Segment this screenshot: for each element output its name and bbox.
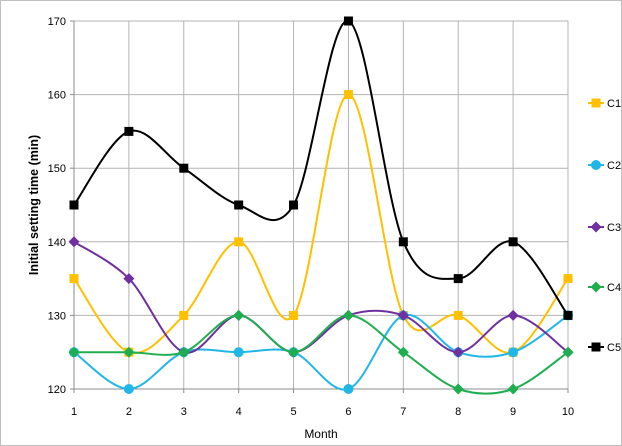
series-line-c1: [73, 93, 569, 355]
legend-label: C3: [607, 222, 621, 234]
data-point-c3: [507, 309, 519, 321]
gridlines: [73, 20, 569, 390]
data-point-c3: [123, 273, 135, 285]
data-point-c1: [179, 310, 189, 320]
data-point-c4: [288, 346, 300, 358]
data-point-c5: [398, 237, 408, 247]
legend-item-c3: C3: [588, 221, 621, 234]
data-point-c3: [68, 236, 80, 248]
legend-marker: [590, 281, 602, 293]
legend-label: C2: [607, 160, 621, 172]
data-point-c2: [343, 384, 354, 394]
legend-label: C5: [607, 342, 621, 354]
x-tick-label: 6: [345, 406, 351, 418]
legend-item-c2: C2: [588, 160, 621, 172]
x-tick-label: 2: [126, 406, 132, 418]
legend-marker: [590, 221, 602, 233]
data-point-c1: [289, 310, 299, 320]
data-point-c4: [562, 346, 574, 358]
data-point-c2: [508, 347, 519, 358]
x-axis-title: Month: [304, 427, 337, 441]
x-tick-label: 8: [455, 406, 461, 418]
series-c3: [68, 236, 574, 358]
y-tick-label: 170: [48, 16, 66, 28]
y-tick-label: 140: [48, 237, 66, 249]
x-tick-label: 3: [181, 406, 187, 418]
x-tick-label: 4: [236, 406, 242, 418]
y-tick-label: 160: [48, 90, 66, 102]
series-c1: [69, 90, 573, 357]
y-axis-title: Initial setting time (min): [27, 135, 41, 275]
legend-label: C4: [607, 282, 621, 294]
x-tick-label: 10: [562, 406, 574, 418]
data-point-c4: [68, 346, 80, 358]
data-point-c1: [563, 274, 573, 284]
data-point-c2: [123, 384, 134, 394]
data-point-c4: [507, 383, 519, 395]
data-point-c1: [69, 274, 79, 284]
legend-marker: [591, 98, 601, 108]
axes: 120 130 140 150 160 170 1 2 3 4 5 6 7 8 9 10: [48, 16, 574, 418]
y-tick-label: 150: [48, 163, 66, 175]
legend: C1 C2 C3 C4 C5: [588, 98, 621, 354]
x-tick-label: 1: [71, 406, 77, 418]
series-c4: [68, 309, 574, 395]
legend-marker: [591, 160, 601, 170]
series-line-c2: [73, 313, 569, 391]
data-point-c4: [452, 383, 464, 395]
data-point-c5: [234, 200, 244, 210]
series-line-c4: [74, 314, 569, 395]
y-tick-label: 120: [48, 384, 66, 396]
series-layer: [68, 16, 574, 395]
data-point-c5: [453, 274, 463, 284]
data-point-c4: [397, 346, 409, 358]
data-point-c5: [343, 16, 353, 26]
data-point-c1: [234, 237, 244, 247]
legend-item-c1: C1: [588, 98, 621, 110]
x-tick-label: 5: [290, 406, 296, 418]
x-tick-label: 9: [510, 406, 516, 418]
x-tick-label: 7: [400, 406, 406, 418]
legend-marker: [591, 342, 601, 352]
legend-item-c4: C4: [588, 281, 621, 294]
data-point-c5: [563, 310, 573, 320]
data-point-c4: [233, 309, 245, 321]
data-point-c5: [508, 237, 518, 247]
data-point-c5: [179, 163, 189, 173]
data-point-c4: [123, 346, 135, 358]
data-point-c2: [233, 347, 244, 358]
data-point-c1: [343, 90, 353, 100]
series-c5: [69, 16, 573, 320]
data-point-c3: [397, 309, 409, 321]
y-tick-label: 130: [48, 310, 66, 322]
data-point-c3: [452, 346, 464, 358]
data-point-c5: [124, 126, 134, 136]
legend-label: C1: [607, 98, 621, 110]
series-line-c5: [73, 20, 569, 316]
data-point-c4: [178, 346, 190, 358]
data-point-c5: [289, 200, 299, 210]
data-point-c5: [69, 200, 79, 210]
data-point-c4: [342, 309, 354, 321]
legend-item-c5: C5: [588, 342, 621, 354]
data-point-c1: [453, 310, 463, 320]
series-line-c3: [73, 240, 569, 354]
